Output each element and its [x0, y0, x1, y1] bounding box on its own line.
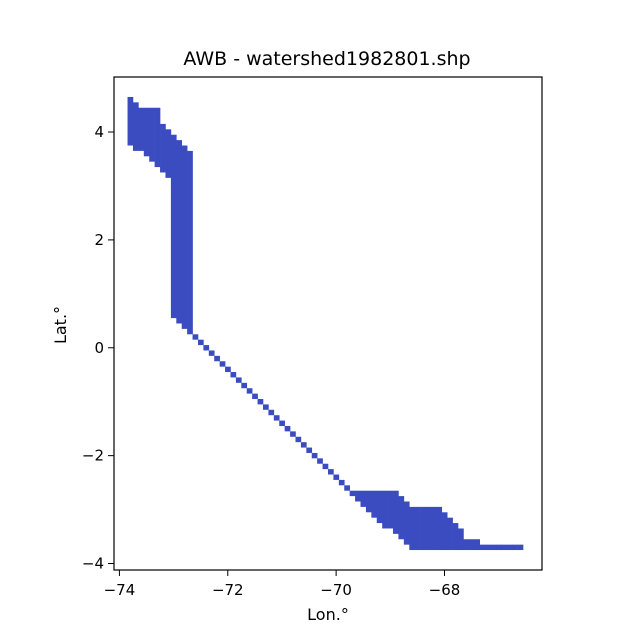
- watershed-cell: [214, 355, 220, 362]
- watershed-cell: [160, 123, 166, 173]
- watershed-cell: [317, 458, 323, 464]
- watershed-cell: [479, 544, 486, 551]
- watershed-cell: [306, 447, 313, 453]
- y-axis-label: Lat.°: [51, 306, 70, 344]
- watershed-cell: [382, 490, 388, 529]
- watershed-cell: [149, 107, 155, 162]
- watershed-cell: [143, 107, 150, 157]
- watershed-cell: [230, 372, 237, 378]
- watershed-cell: [241, 382, 248, 389]
- watershed-cell: [425, 506, 432, 551]
- x-tick-label: −70: [320, 581, 352, 599]
- watershed-cell: [355, 490, 361, 502]
- watershed-cell: [170, 134, 177, 319]
- y-tick-label: 0: [94, 339, 104, 357]
- watershed-cell: [262, 404, 269, 410]
- watershed-cell: [349, 490, 356, 497]
- watershed-cell: [452, 523, 459, 551]
- y-axis: 4 2 0 −2 −4: [82, 123, 114, 573]
- watershed-cell: [430, 506, 437, 551]
- chart-title: AWB - watershed1982801.shp: [183, 48, 470, 70]
- watershed-cell: [414, 506, 421, 551]
- watershed-cell: [208, 350, 215, 356]
- watershed-cell: [219, 361, 226, 367]
- watershed-cell: [393, 490, 399, 534]
- watershed-cell: [360, 490, 367, 507]
- y-tick-label: −2: [82, 447, 104, 465]
- watershed-cell: [485, 544, 491, 551]
- watershed-cell: [295, 436, 302, 443]
- watershed-cell: [257, 399, 264, 405]
- watershed-cell: [436, 506, 443, 551]
- watershed-cell: [176, 140, 183, 324]
- watershed-cell: [284, 425, 291, 432]
- watershed-cell: [165, 129, 172, 178]
- watershed-cells: [127, 96, 524, 551]
- watershed-cell: [409, 506, 415, 551]
- watershed-cell: [154, 107, 161, 168]
- watershed-cell: [512, 544, 518, 551]
- x-axis-label: Lon.°: [307, 605, 349, 624]
- watershed-cell: [468, 539, 475, 551]
- watershed-cell: [474, 539, 480, 551]
- watershed-cell: [328, 469, 334, 475]
- watershed-cell: [192, 334, 199, 340]
- watershed-cell: [441, 512, 448, 551]
- watershed-cell: [235, 377, 242, 383]
- y-tick-label: 2: [94, 231, 104, 249]
- watershed-cell: [506, 544, 513, 551]
- watershed-cell: [197, 339, 204, 346]
- watershed-cell: [458, 528, 464, 551]
- watershed-cell: [338, 479, 345, 486]
- watershed-cell: [300, 442, 307, 448]
- watershed-cell: [371, 490, 378, 518]
- watershed-cell: [376, 490, 383, 524]
- watershed-cell: [252, 393, 258, 400]
- watershed-cell: [279, 420, 285, 426]
- x-tick-label: −72: [212, 581, 244, 599]
- watershed-cell: [311, 452, 318, 459]
- watershed-cell: [268, 409, 275, 416]
- watershed-cell: [246, 388, 253, 394]
- watershed-cell: [365, 490, 372, 513]
- x-axis: −74 −72 −70 −68: [104, 570, 461, 599]
- watershed-cell: [138, 107, 145, 151]
- watershed-cell: [344, 485, 350, 491]
- watershed-cell: [490, 544, 497, 551]
- watershed-cell: [501, 544, 508, 551]
- y-tick-label: 4: [94, 123, 104, 141]
- watershed-cell: [132, 102, 139, 151]
- watershed-cell: [322, 463, 329, 470]
- watershed-cell: [398, 496, 405, 540]
- plot-frame: [113, 76, 543, 571]
- watershed-cell: [187, 150, 193, 335]
- watershed-cell: [387, 490, 394, 529]
- watershed-cell: [420, 506, 426, 551]
- watershed-cell: [181, 145, 188, 329]
- x-tick-label: −68: [429, 581, 461, 599]
- plot-area: [113, 76, 543, 571]
- watershed-cell: [403, 501, 410, 545]
- watershed-cell: [447, 517, 453, 551]
- watershed-cell: [273, 415, 280, 421]
- watershed-cell: [225, 366, 231, 373]
- watershed-cell: [203, 345, 210, 351]
- watershed-cell: [495, 544, 502, 551]
- watershed-cell: [333, 474, 340, 480]
- watershed-cell: [127, 96, 134, 146]
- x-tick-label: −74: [104, 581, 136, 599]
- watershed-cell: [290, 431, 296, 437]
- watershed-cell: [463, 539, 470, 551]
- watershed-cell: [517, 544, 524, 551]
- y-tick-label: −4: [82, 555, 104, 573]
